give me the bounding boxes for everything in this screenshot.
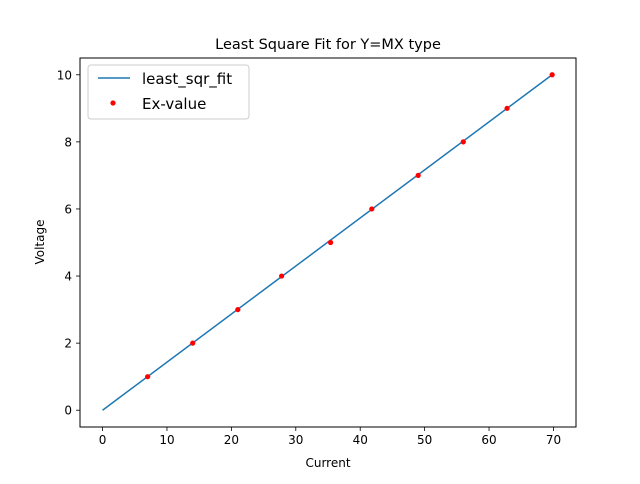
- plot-area: 0 10 20 30 40 50 60 70 0 2 4 6 8 10: [57, 68, 561, 447]
- data-point: [279, 273, 285, 279]
- x-tick-label: 70: [546, 433, 561, 447]
- y-tick-label: 2: [64, 337, 72, 351]
- x-tick-label: 20: [224, 433, 239, 447]
- y-tick-label: 6: [64, 202, 72, 216]
- x-tick-label: 0: [99, 433, 107, 447]
- data-point: [504, 105, 510, 111]
- legend-label-least-sqr-fit: least_sqr_fit: [142, 70, 232, 89]
- y-tick-label: 4: [64, 270, 72, 284]
- data-point: [327, 239, 334, 246]
- chart-title: Least Square Fit for Y=MX type: [215, 37, 441, 53]
- fit-line: [102, 74, 553, 411]
- data-point: [549, 72, 555, 78]
- legend-label-ex-value: Ex-value: [142, 95, 206, 113]
- x-tick-label: 10: [159, 433, 174, 447]
- legend: least_sqr_fit Ex-value: [87, 64, 250, 120]
- y-tick-label: 0: [64, 404, 72, 418]
- data-point: [145, 374, 151, 380]
- x-tick-label: 60: [481, 433, 496, 447]
- y-tick-label: 8: [64, 135, 72, 149]
- data-point: [415, 172, 421, 179]
- data-point: [369, 206, 375, 212]
- y-tick-label: 10: [57, 68, 72, 82]
- x-axis-label: Current: [305, 456, 350, 470]
- x-tick-label: 50: [417, 433, 432, 447]
- y-axis-label: Voltage: [33, 219, 47, 264]
- data-point: [235, 306, 241, 313]
- axes-frame: [79, 57, 577, 428]
- x-tick-label: 30: [288, 433, 303, 447]
- data-point: [460, 139, 466, 145]
- data-point: [190, 340, 196, 346]
- x-tick-label: 40: [353, 433, 368, 447]
- legend-marker-swatch: [110, 100, 116, 106]
